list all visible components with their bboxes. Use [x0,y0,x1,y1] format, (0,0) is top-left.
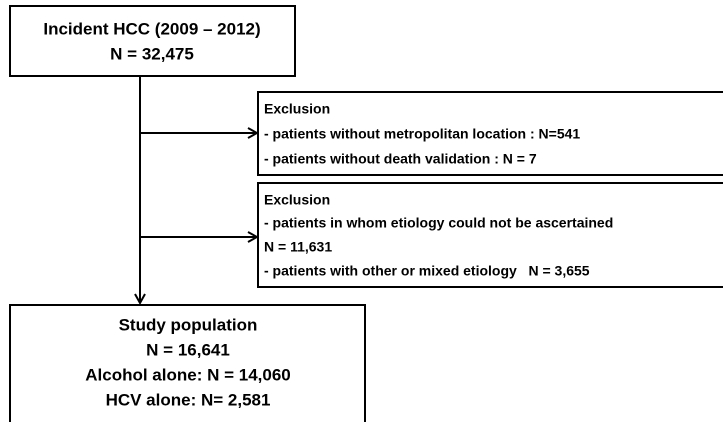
box-text: Alcohol alone: N = 14,060 [85,365,291,384]
box-text: Exclusion [264,192,330,208]
study-box [9,304,366,422]
box-text: N = 16,641 [146,340,230,359]
box-text: - patients with other or mixed etiology … [264,263,590,279]
exclusion-box [257,91,723,176]
box-text: - patients in whom etiology could not be… [264,215,613,231]
box-text: - patients without death validation : N … [264,151,537,167]
box-text: N = 32,475 [110,44,194,63]
box-text: - patients without metropolitan location… [264,126,580,142]
box-text: Exclusion [264,101,330,117]
incident-box [9,5,296,77]
exclusion-box [257,182,723,288]
box-text: Incident HCC (2009 – 2012) [43,19,260,38]
box-text: HCV alone: N= 2,581 [106,390,271,409]
box-text: N = 11,631 [264,239,332,255]
box-text: Study population [119,315,258,334]
